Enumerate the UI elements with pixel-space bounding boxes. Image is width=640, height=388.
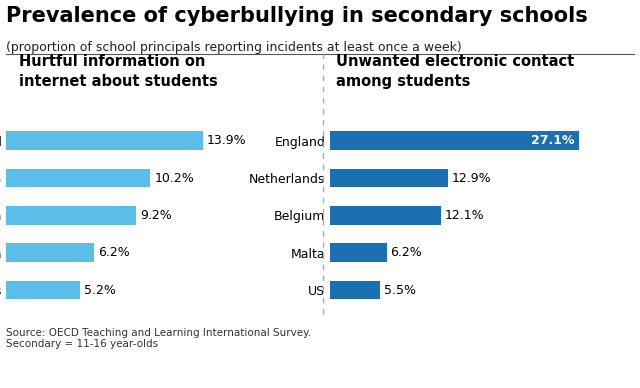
Text: 5.2%: 5.2% <box>84 284 116 296</box>
Text: 10.2%: 10.2% <box>154 171 195 185</box>
Bar <box>330 281 380 300</box>
Bar <box>330 206 441 225</box>
Bar <box>6 243 94 262</box>
Text: 5.5%: 5.5% <box>384 284 416 296</box>
Text: PA: PA <box>577 348 604 367</box>
Text: 12.1%: 12.1% <box>445 209 484 222</box>
Bar <box>330 169 449 187</box>
Bar <box>6 206 136 225</box>
Text: 13.9%: 13.9% <box>207 134 246 147</box>
Text: Unwanted electronic contact
among students: Unwanted electronic contact among studen… <box>336 54 574 89</box>
Bar <box>6 169 150 187</box>
Text: 12.9%: 12.9% <box>452 171 492 185</box>
Text: Source: OECD Teaching and Learning International Survey.
Secondary = 11-16 year-: Source: OECD Teaching and Learning Inter… <box>6 328 312 350</box>
Text: 6.2%: 6.2% <box>98 246 130 259</box>
Text: 9.2%: 9.2% <box>140 209 172 222</box>
Bar <box>6 131 202 150</box>
Text: Hurtful information on
internet about students: Hurtful information on internet about st… <box>19 54 218 89</box>
Text: 6.2%: 6.2% <box>390 246 422 259</box>
Text: (proportion of school principals reporting incidents at least once a week): (proportion of school principals reporti… <box>6 41 462 54</box>
Text: 27.1%: 27.1% <box>531 134 575 147</box>
Text: Prevalence of cyberbullying in secondary schools: Prevalence of cyberbullying in secondary… <box>6 6 588 26</box>
Bar <box>330 243 387 262</box>
Bar <box>330 131 579 150</box>
Bar <box>6 281 80 300</box>
